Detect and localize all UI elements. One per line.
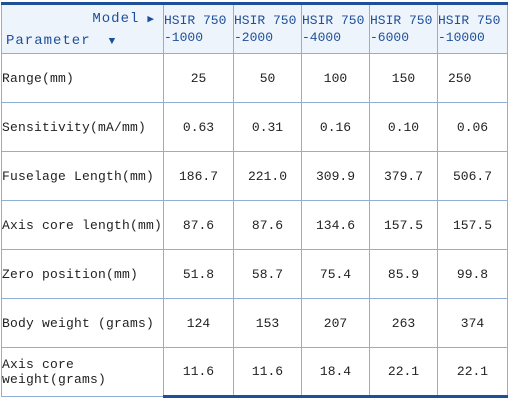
model-header-cell: HSIR 750 -4000 (301, 2, 370, 54)
table-cell: 50 (233, 53, 302, 103)
table-row: Zero position(mm) 51.8 58.7 75.4 85.9 99… (1, 249, 508, 299)
table-cell: 11.6 (163, 347, 234, 398)
table-cell: 153 (233, 298, 302, 348)
table-cell: 221.0 (233, 151, 302, 201)
parameter-label: Body weight (grams) (1, 298, 164, 348)
table-cell: 99.8 (437, 249, 508, 299)
table-cell: 309.9 (301, 151, 370, 201)
corner-header-cell: Model ▶ Parameter ▼ (1, 2, 164, 54)
model-name-line2: -1000 (164, 30, 204, 45)
table-cell: 263 (369, 298, 438, 348)
parameter-label: Axis core length(mm) (1, 200, 164, 250)
table-cell: 157.5 (437, 200, 508, 250)
model-name-line1: HSIR 750 (438, 13, 501, 28)
table-cell: 0.10 (369, 102, 438, 152)
model-header-cell: HSIR 750 -6000 (369, 2, 438, 54)
table-cell: 58.7 (233, 249, 302, 299)
model-name-line1: HSIR 750 (302, 13, 365, 28)
table-cell: 11.6 (233, 347, 302, 398)
table-header-row: Model ▶ Parameter ▼ HSIR 750 -1000 HSIR 750… (1, 2, 508, 54)
table-cell: 374 (437, 298, 508, 348)
model-name-line1: HSIR 750 (370, 13, 433, 28)
table-cell: 0.63 (163, 102, 234, 152)
table-cell: 134.6 (301, 200, 370, 250)
table-cell: 0.31 (233, 102, 302, 152)
table-cell: 150 (369, 53, 438, 103)
table-cell: 85.9 (369, 249, 438, 299)
table-cell: 250 (437, 53, 508, 103)
table-cell: 22.1 (369, 347, 438, 398)
model-name-line1: HSIR 750 (164, 13, 227, 28)
parameter-label: Zero position(mm) (1, 249, 164, 299)
table-cell: 379.7 (369, 151, 438, 201)
parameter-label-text: Parameter (6, 33, 91, 49)
table-cell: 207 (301, 298, 370, 348)
model-header-cell: HSIR 750 -10000 (437, 2, 508, 54)
table-row: Axis core length(mm) 87.6 87.6 134.6 157… (1, 200, 508, 250)
table-cell: 87.6 (163, 200, 234, 250)
table-cell: 124 (163, 298, 234, 348)
table-cell: 75.4 (301, 249, 370, 299)
spec-table: Model ▶ Parameter ▼ HSIR 750 -1000 HSIR 750… (1, 2, 508, 398)
parameter-label: Range(mm) (1, 53, 164, 103)
model-name-line2: -10000 (438, 30, 485, 45)
table-cell: 0.16 (301, 102, 370, 152)
table-cell: 51.8 (163, 249, 234, 299)
model-label-text: Model (92, 11, 140, 27)
table-cell: 506.7 (437, 151, 508, 201)
model-name-line1: HSIR 750 (234, 13, 297, 28)
table-cell: 25 (163, 53, 234, 103)
table-cell: 22.1 (437, 347, 508, 398)
table-row: Body weight (grams) 124 153 207 263 374 (1, 298, 508, 348)
table-cell: 18.4 (301, 347, 370, 398)
triangle-right-icon: ▶ (147, 14, 155, 26)
parameter-label: Axis core weight(grams) (1, 347, 164, 397)
triangle-down-icon: ▼ (108, 36, 117, 48)
table-row: Range(mm) 25 50 100 150 250 (1, 53, 508, 103)
table-cell: 186.7 (163, 151, 234, 201)
table-cell: 157.5 (369, 200, 438, 250)
parameter-label: Sensitivity(mA/mm) (1, 102, 164, 152)
table-row: Fuselage Length(mm) 186.7 221.0 309.9 37… (1, 151, 508, 201)
table-row: Axis core weight(grams) 11.6 11.6 18.4 2… (1, 347, 508, 398)
parameter-header-label: Parameter ▼ (6, 33, 116, 49)
table-row: Sensitivity(mA/mm) 0.63 0.31 0.16 0.10 0… (1, 102, 508, 152)
model-name-line2: -4000 (302, 30, 342, 45)
model-name-line2: -2000 (234, 30, 274, 45)
model-header-cell: HSIR 750 -1000 (163, 2, 234, 54)
model-header-label: Model ▶ (92, 11, 155, 27)
table-cell: 0.06 (437, 102, 508, 152)
model-name-line2: -6000 (370, 30, 410, 45)
parameter-label: Fuselage Length(mm) (1, 151, 164, 201)
table-cell: 87.6 (233, 200, 302, 250)
model-header-cell: HSIR 750 -2000 (233, 2, 302, 54)
table-cell: 100 (301, 53, 370, 103)
